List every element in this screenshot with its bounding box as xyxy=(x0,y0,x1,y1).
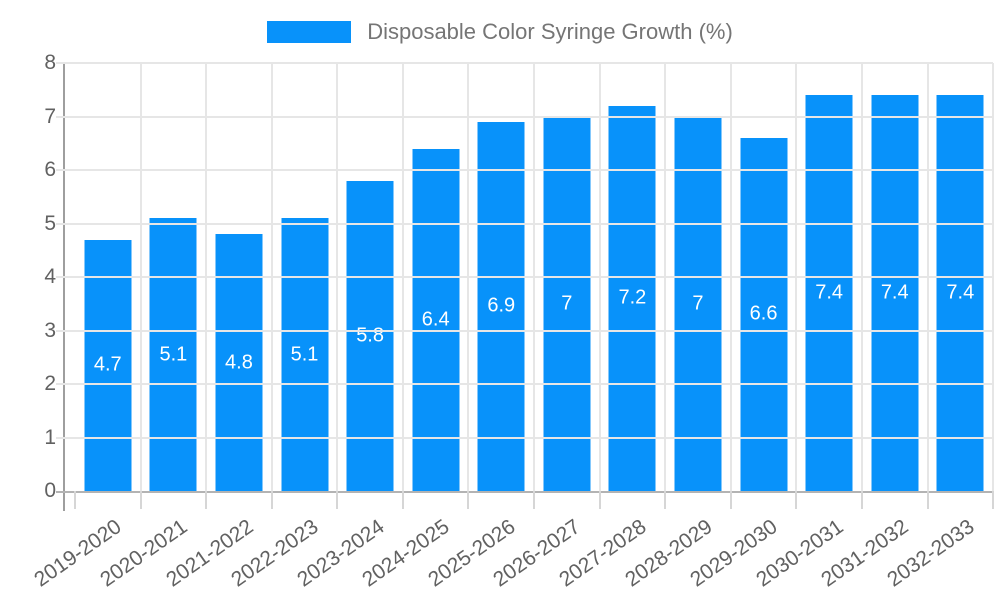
y-axis-tick-label: 2 xyxy=(44,372,56,395)
legend-swatch xyxy=(267,21,352,43)
y-axis-tick-label: 3 xyxy=(44,318,56,342)
bar-value-label: 7 xyxy=(561,292,573,315)
bar-2027-2028[interactable]: 7.2 xyxy=(608,105,656,491)
bar-value-label: 6.6 xyxy=(749,302,778,325)
x-axis-tick xyxy=(139,491,142,509)
y-axis-tick-label: 1 xyxy=(44,425,56,449)
bar-2022-2023[interactable]: 5.1 xyxy=(281,218,329,491)
y-axis-tick-label: 8 xyxy=(44,51,56,74)
y-gridline xyxy=(56,115,993,118)
bar-value-label: 7.4 xyxy=(880,281,909,304)
bar-2020-2021[interactable]: 5.1 xyxy=(149,218,197,491)
bar-value-label: 7.4 xyxy=(815,281,844,304)
bar-2025-2026[interactable]: 6.9 xyxy=(477,121,525,491)
x-gridline xyxy=(992,63,995,491)
x-axis-tick xyxy=(401,491,404,509)
x-axis-tick xyxy=(467,491,470,509)
bar-2024-2025[interactable]: 6.4 xyxy=(412,148,460,491)
x-axis-tick xyxy=(664,491,667,509)
y-axis-tick-label: 0 xyxy=(44,479,56,502)
y-axis-tick-label: 7 xyxy=(44,104,56,128)
y-gridline xyxy=(56,383,993,385)
category-slot-2019-2020: 4.7 2019-2020 xyxy=(31,63,142,591)
bar-value-label: 7.2 xyxy=(618,286,647,309)
y-gridline xyxy=(56,62,993,64)
x-axis-line xyxy=(56,491,993,493)
category-slot-2029-2030: 6.6 2029-2030 xyxy=(686,63,798,591)
x-axis-tick xyxy=(729,491,732,509)
bar-2021-2022[interactable]: 4.8 xyxy=(215,234,263,491)
bar-value-label: 4.8 xyxy=(225,351,253,374)
x-axis-tick xyxy=(205,491,208,509)
y-gridline xyxy=(56,222,993,225)
bar-2032-2033[interactable]: 7.4 xyxy=(936,95,984,491)
bar-2023-2024[interactable]: 5.8 xyxy=(346,180,394,491)
bar-value-label: 4.7 xyxy=(93,353,122,376)
bar-2029-2030[interactable]: 6.6 xyxy=(740,137,788,491)
x-axis-tick xyxy=(74,491,76,509)
y-gridline xyxy=(56,169,993,171)
bar-value-label: 6.4 xyxy=(421,308,450,331)
x-axis-tick xyxy=(795,491,798,509)
legend[interactable]: Disposable Color Syringe Growth (%) xyxy=(0,20,1000,44)
x-axis-tick xyxy=(270,491,273,509)
bar-value-label: 7.4 xyxy=(946,281,975,304)
bar-value-label: 7 xyxy=(692,292,704,315)
bar-value-label: 6.9 xyxy=(487,294,516,317)
x-axis-tick xyxy=(533,491,536,509)
y-gridline xyxy=(56,436,993,439)
bar-value-label: 5.1 xyxy=(290,343,319,366)
bar-value-label: 5.8 xyxy=(356,324,384,347)
bar-2026-2027[interactable]: 7 xyxy=(543,116,591,491)
x-axis-tick xyxy=(860,491,863,509)
x-axis-tick xyxy=(926,491,929,509)
y-gridline xyxy=(56,329,993,332)
x-axis-tick xyxy=(598,491,601,509)
bar-2019-2020[interactable]: 4.7 xyxy=(84,239,132,491)
y-gridline xyxy=(56,276,993,278)
bar-value-label: 5.1 xyxy=(159,343,188,366)
y-axis-tick-label: 4 xyxy=(44,265,56,288)
bar-2031-2032[interactable]: 7.4 xyxy=(871,95,919,491)
plot-area: 4.7 2019-2020 5.1 2020-2021 4.8 2021-2022 5.1 2… xyxy=(31,51,995,591)
category-slot-2032-2033: 7.4 2032-2033 xyxy=(883,63,995,591)
legend-label: Disposable Color Syringe Growth (%) xyxy=(367,19,733,44)
x-axis-tick xyxy=(336,491,339,509)
bar-2028-2029[interactable]: 7 xyxy=(674,116,722,491)
y-axis-tick-label: 6 xyxy=(44,158,56,181)
y-axis-tick-label: 5 xyxy=(44,211,56,235)
x-axis-tick xyxy=(992,491,995,509)
y-axis-line xyxy=(63,63,65,511)
bar-2030-2031[interactable]: 7.4 xyxy=(805,95,853,491)
